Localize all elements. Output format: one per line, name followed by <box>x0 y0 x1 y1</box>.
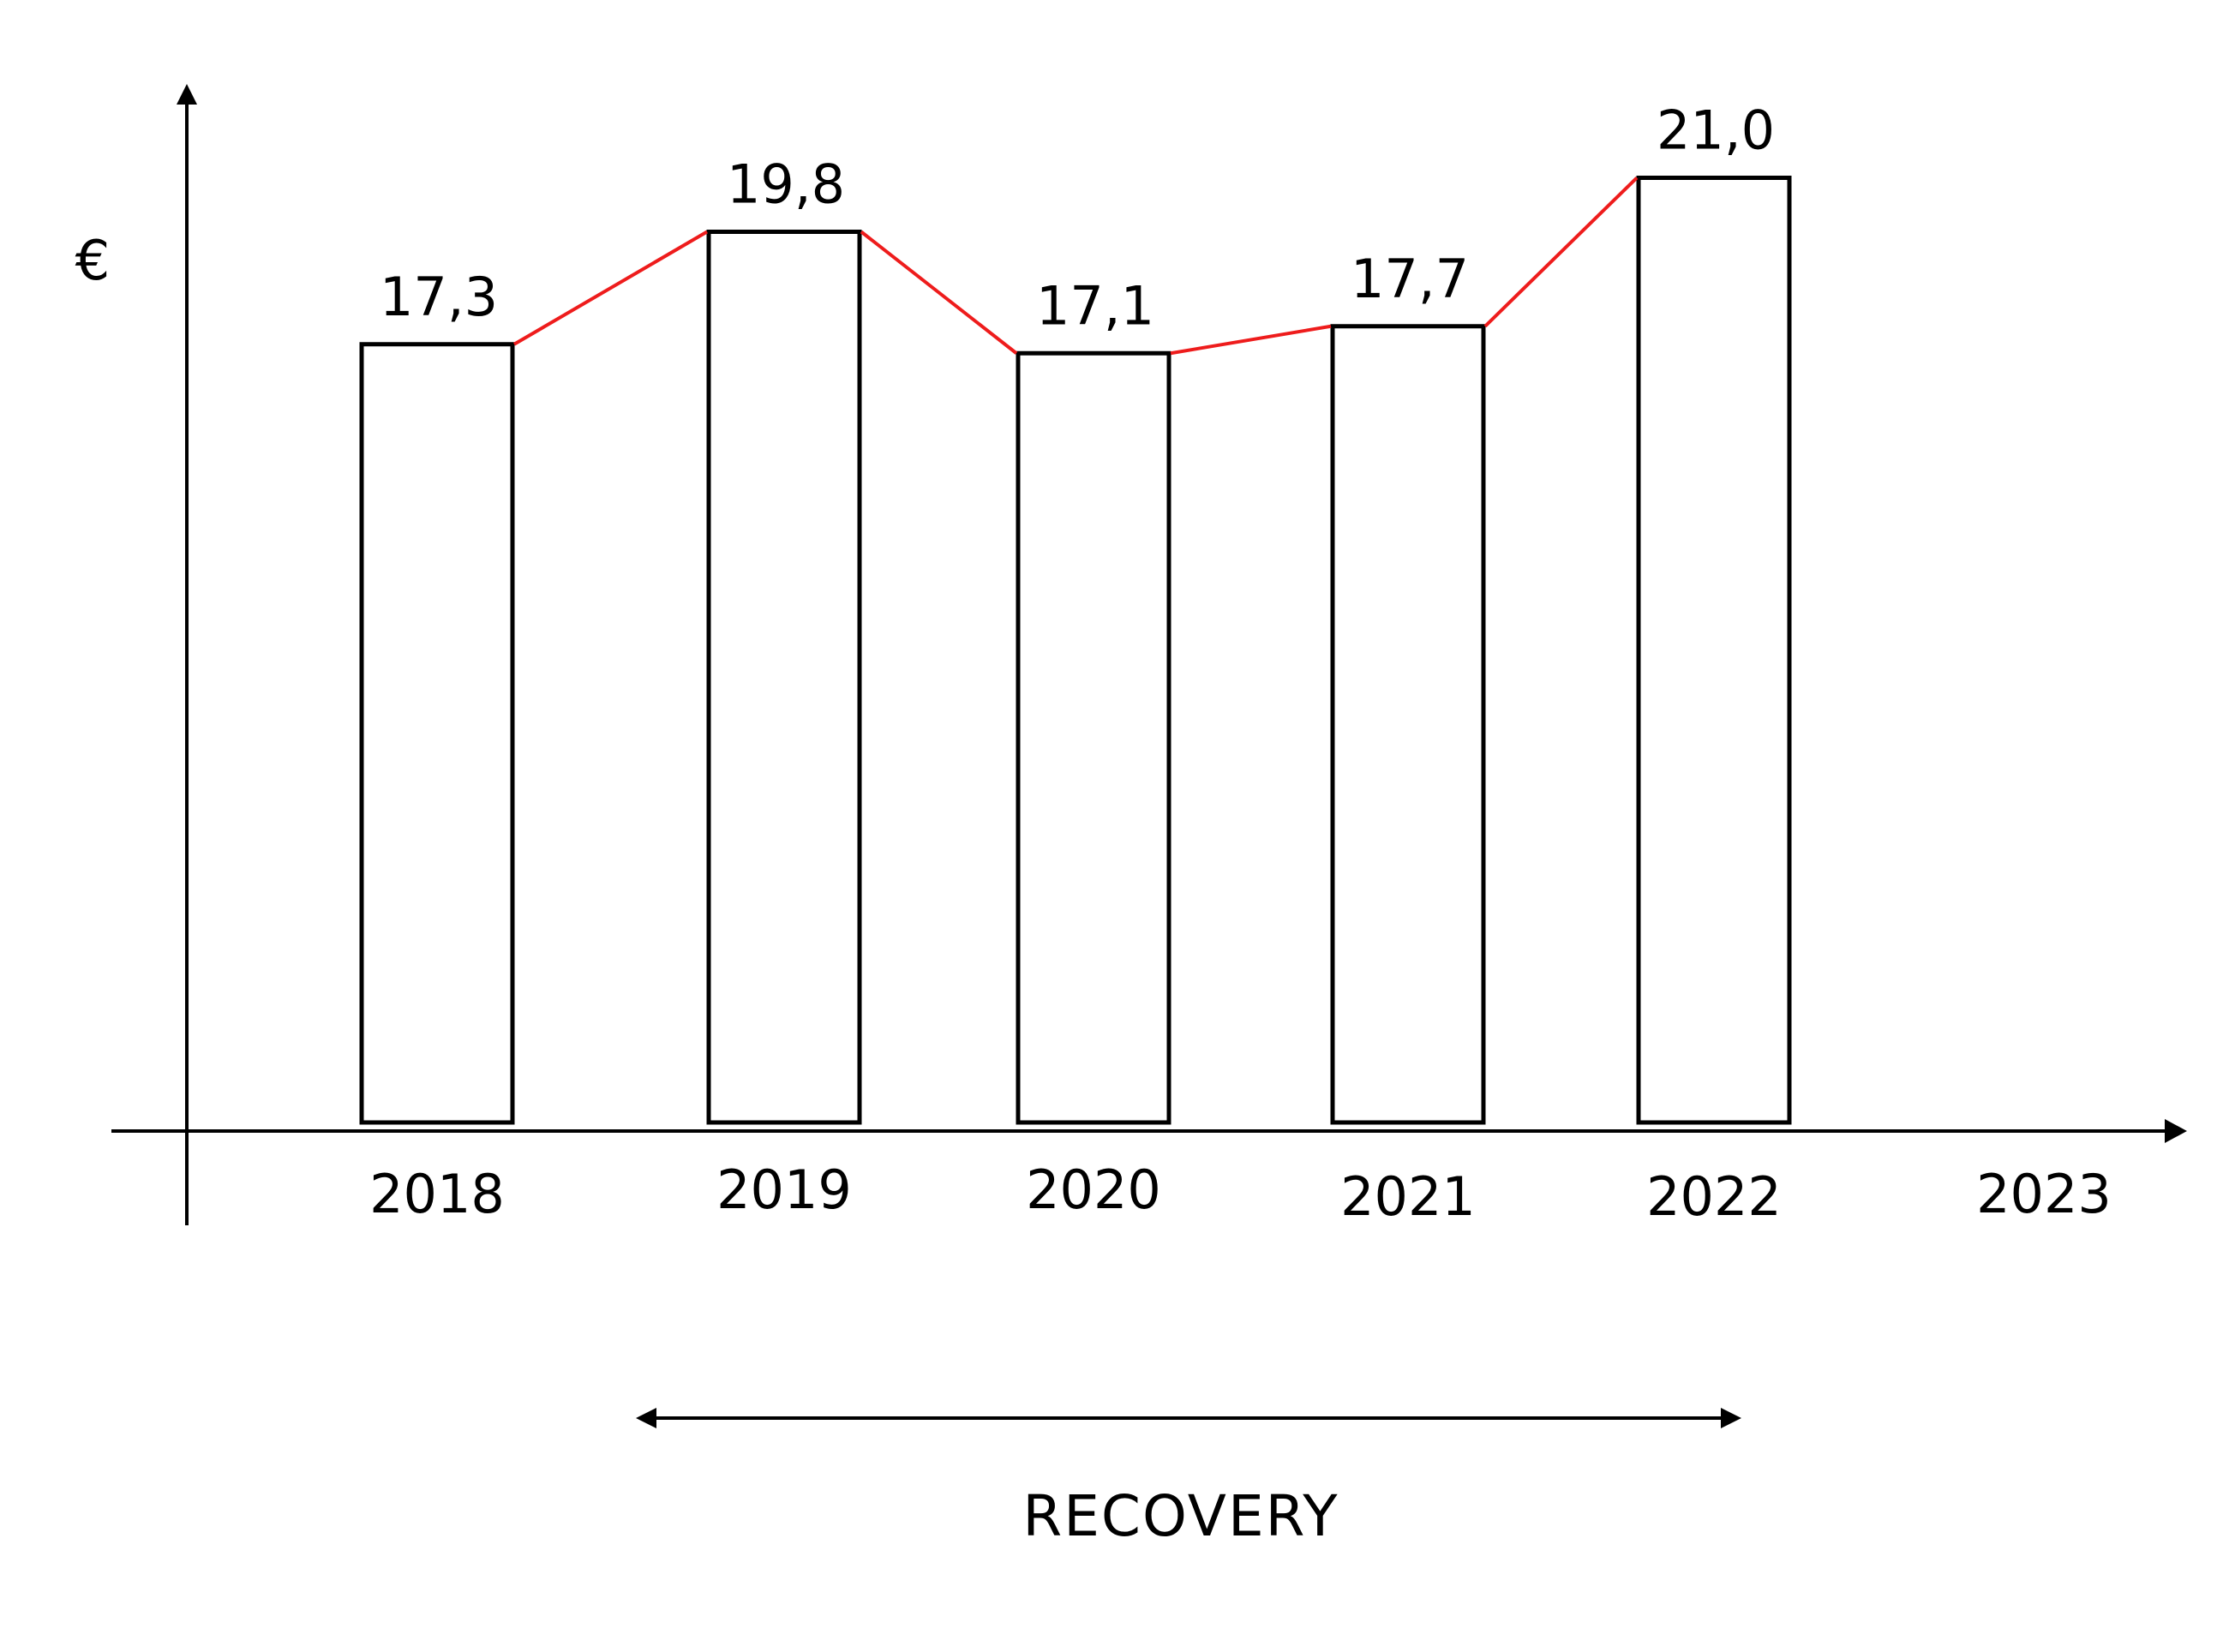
trend-segment-2021-2022 <box>1483 177 1639 328</box>
bars <box>359 176 1792 1125</box>
x-tick-label-2019: 2019 <box>716 1158 852 1221</box>
recovery-arrow-left-head <box>636 1408 656 1428</box>
x-tick-label-2018: 2018 <box>369 1163 505 1225</box>
trend-line <box>512 177 1639 356</box>
value-label-2019: 19,8 <box>727 153 845 216</box>
bar-2018 <box>359 342 515 1125</box>
value-label-2021: 17,7 <box>1351 248 1469 310</box>
value-label-2022: 21,0 <box>1657 99 1775 162</box>
bar-2020 <box>1016 350 1171 1125</box>
trend-segment-2019-2020 <box>860 230 1018 355</box>
x-tick-label-2022: 2022 <box>1646 1165 1782 1228</box>
x-tick-label-2020: 2020 <box>1026 1158 1161 1221</box>
bar-2019 <box>706 230 862 1125</box>
y-axis-arrowhead <box>177 84 197 105</box>
value-label-2020: 17,1 <box>1036 274 1154 337</box>
y-axis-unit-label: € <box>75 230 111 293</box>
bar-2021 <box>1330 324 1486 1125</box>
value-labels: 17,3 19,8 17,1 17,7 21,0 <box>380 99 1775 338</box>
recovery-arrow-right-head <box>1721 1408 1741 1428</box>
recovery-annotation: RECOVERY <box>636 1408 1741 1549</box>
recovery-label: RECOVERY <box>1022 1483 1339 1549</box>
x-tick-label-2023: 2023 <box>1976 1163 2112 1225</box>
value-label-2018: 17,3 <box>380 266 498 328</box>
x-tick-labels: 2018 2019 2020 2021 2022 2023 <box>369 1158 2112 1228</box>
x-axis-arrowhead <box>2165 1119 2187 1143</box>
bar-2022 <box>1636 176 1792 1125</box>
x-tick-label-2021: 2021 <box>1340 1165 1476 1228</box>
trend-segment-2018-2019 <box>512 230 709 346</box>
trend-segment-2020-2021 <box>1170 324 1332 356</box>
axes: € <box>75 84 2187 1225</box>
